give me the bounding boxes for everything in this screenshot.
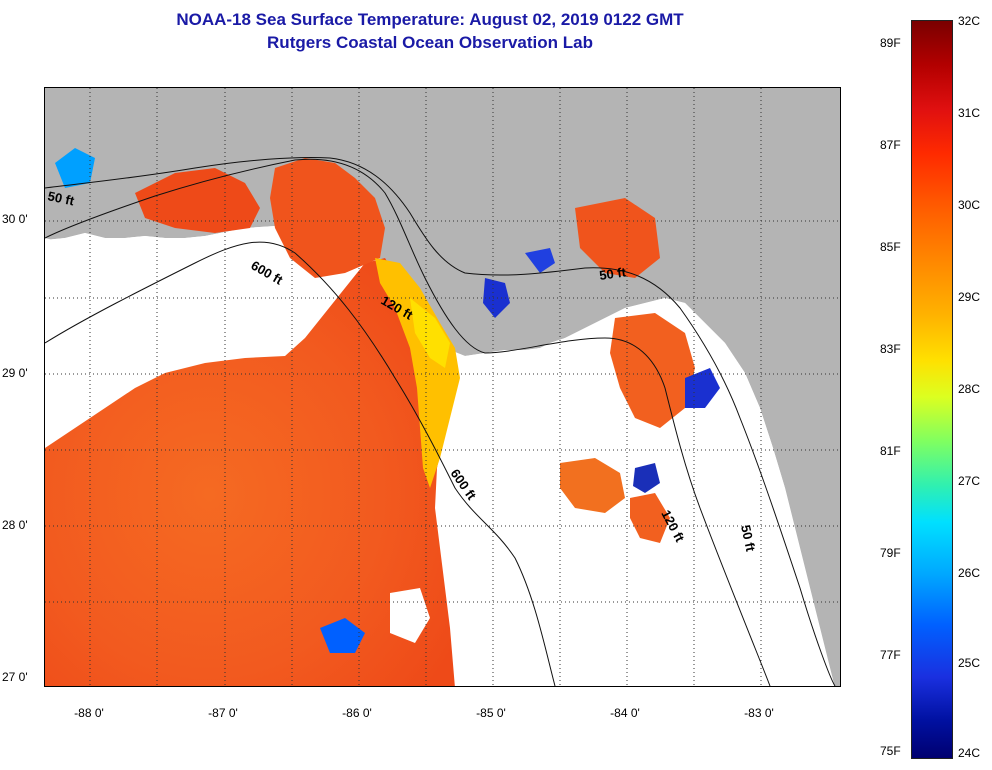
colorbar-label-89f: 89F xyxy=(880,36,901,50)
colorbar-label-75f: 75F xyxy=(880,744,901,758)
colorbar-label-24c: 24C xyxy=(958,746,981,760)
map-title: NOAA-18 Sea Surface Temperature: August … xyxy=(176,10,684,29)
contour-50ft xyxy=(45,156,836,686)
colorbar-label-77f: 77F xyxy=(880,648,901,662)
contour-120ft xyxy=(45,158,771,686)
sst-cool-band xyxy=(375,258,460,488)
lat-label-28: 28 0' xyxy=(2,518,28,532)
cloud-gap-1 xyxy=(45,328,145,408)
colorbar-label-81f: 81F xyxy=(880,444,901,458)
lon-label-84: -84 0' xyxy=(610,706,640,720)
sst-cold-2 xyxy=(633,463,660,493)
colorbar-label-28c: 28C xyxy=(958,382,981,396)
sst-warm-northwest xyxy=(135,168,260,233)
temperature-colorbar xyxy=(911,20,953,759)
sst-map: 50 ft 600 ft 120 ft 50 ft 600 ft 120 ft … xyxy=(44,87,841,687)
contour-label-50ft-west: 50 ft xyxy=(46,188,76,208)
lon-label-85: -85 0' xyxy=(476,706,506,720)
graticule xyxy=(45,88,840,686)
sst-cool-band-2 xyxy=(410,298,450,368)
sst-warm-region xyxy=(45,258,455,686)
sst-cold-5 xyxy=(55,148,95,188)
sst-east-patch-4 xyxy=(630,493,670,543)
sst-warm-north xyxy=(270,158,385,278)
lat-label-29: 29 0' xyxy=(2,366,28,380)
lon-label-87: -87 0' xyxy=(208,706,238,720)
colorbar-label-30c: 30C xyxy=(958,198,981,212)
lon-label-83: -83 0' xyxy=(744,706,774,720)
sst-cold-6 xyxy=(320,618,365,653)
lat-label-27: 27 0' xyxy=(2,670,28,684)
colorbar-label-25c: 25C xyxy=(958,656,981,670)
sst-cold-1 xyxy=(685,368,720,408)
contour-600ft xyxy=(45,241,556,686)
colorbar-label-83f: 83F xyxy=(880,342,901,356)
colorbar-label-85f: 85F xyxy=(880,240,901,254)
colorbar-label-79f: 79F xyxy=(880,546,901,560)
contour-label-50ft-east: 50 ft xyxy=(598,264,627,283)
contour-label-50ft-south: 50 ft xyxy=(738,524,758,554)
sst-east-patch-1 xyxy=(575,198,660,278)
colorbar-label-32c: 32C xyxy=(958,14,981,28)
lat-label-30: 30 0' xyxy=(2,212,28,226)
sst-east-patch-2 xyxy=(610,313,695,428)
colorbar-label-26c: 26C xyxy=(958,566,981,580)
sst-cold-3 xyxy=(483,278,510,318)
cloud-gap-4 xyxy=(390,588,430,643)
sst-cold-4 xyxy=(525,248,555,273)
lon-label-88: -88 0' xyxy=(74,706,104,720)
colorbar-label-29c: 29C xyxy=(958,290,981,304)
colorbar-label-87f: 87F xyxy=(880,138,901,152)
sst-east-patch-3 xyxy=(560,458,625,513)
colorbar-label-27c: 27C xyxy=(958,474,981,488)
map-subtitle: Rutgers Coastal Ocean Observation Lab xyxy=(267,33,593,52)
colorbar-label-31c: 31C xyxy=(958,106,981,120)
lon-label-86: -86 0' xyxy=(342,706,372,720)
cloud-gap-3 xyxy=(45,238,305,338)
